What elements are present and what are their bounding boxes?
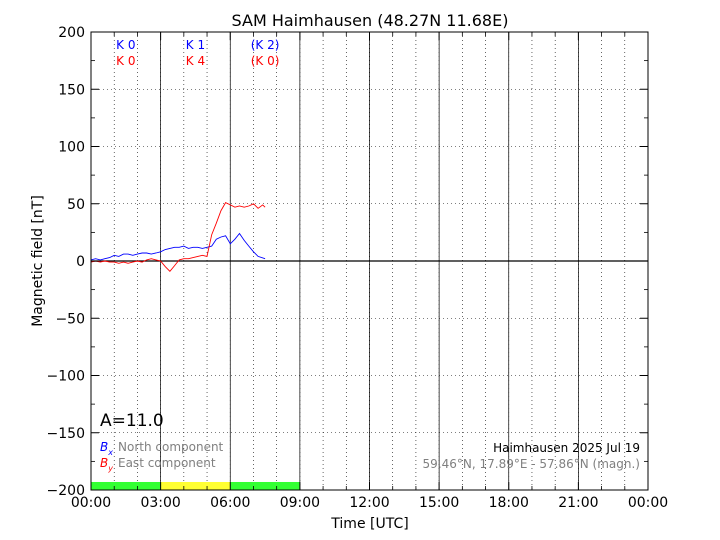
legend-bx-label: North component [118,440,224,454]
legend-by-subscript: y [107,464,113,473]
k-index-bx: K 1 [186,38,205,52]
y-tick-label: 150 [58,82,85,98]
y-tick-label: 200 [58,25,85,41]
legend-bx-subscript: x [107,448,113,457]
x-tick-label: 15:00 [419,495,459,511]
activity-bar-segment [91,481,161,490]
y-tick-label: −50 [55,311,85,327]
x-tick-label: 21:00 [558,495,598,511]
y-tick-label: −200 [47,483,85,499]
a-index-label: A=11.0 [100,411,164,431]
legend-by-symbol: By [100,456,113,473]
tick-labels: 00:00 03:00 06:00 09:00 12:00 15:00 18:00 21:00… [47,25,669,511]
x-tick-label: 06:00 [210,495,250,511]
x-tick-label: 00:00 [71,495,111,511]
chart-title: SAM Haimhausen (48.27N 11.68E) [232,11,509,30]
y-axis-label: Magnetic field [nT] [30,195,46,327]
y-tick-label: 0 [76,254,85,270]
legend: Bx North component By East component [100,440,224,473]
series-lines [90,202,266,272]
y-tick-label: −100 [47,369,85,385]
coordinates-label: 59.46°N, 17.89°E - 57.86°N (magn.) [423,457,640,471]
k-index-by: K 0 [116,54,135,68]
x-axis-label: Time [UTC] [330,516,408,532]
station-date-label: Haimhausen 2025 Jul 19 [493,441,640,455]
activity-bar-segment [230,481,300,490]
x-tick-label: 18:00 [489,495,529,511]
k-index-bx: (K 2) [251,38,280,52]
y-tick-label: 100 [58,140,85,156]
y-tick-label: 50 [67,197,85,213]
plot-frame [90,31,649,491]
x-tick-label: 09:00 [280,495,320,511]
x-tick-label: 12:00 [349,495,389,511]
legend-by-letter: B [100,456,108,470]
series-line [90,202,266,272]
k-index-by: (K 0) [251,54,280,68]
k-index-by: K 4 [186,54,205,68]
legend-by-label: East component [118,456,216,470]
legend-bx-letter: B [100,440,108,454]
y-tick-label: −150 [47,426,85,442]
k-index-bx: K 0 [116,38,135,52]
x-tick-label: 03:00 [140,495,180,511]
legend-bx-symbol: Bx [100,440,113,457]
k-index-labels: K 0 K 0 K 1 K 4 (K 2) (K 0) [116,38,279,68]
x-tick-label: 00:00 [628,495,668,511]
activity-bar [91,481,300,490]
activity-bar-segment [160,481,231,490]
series-line [90,232,266,261]
